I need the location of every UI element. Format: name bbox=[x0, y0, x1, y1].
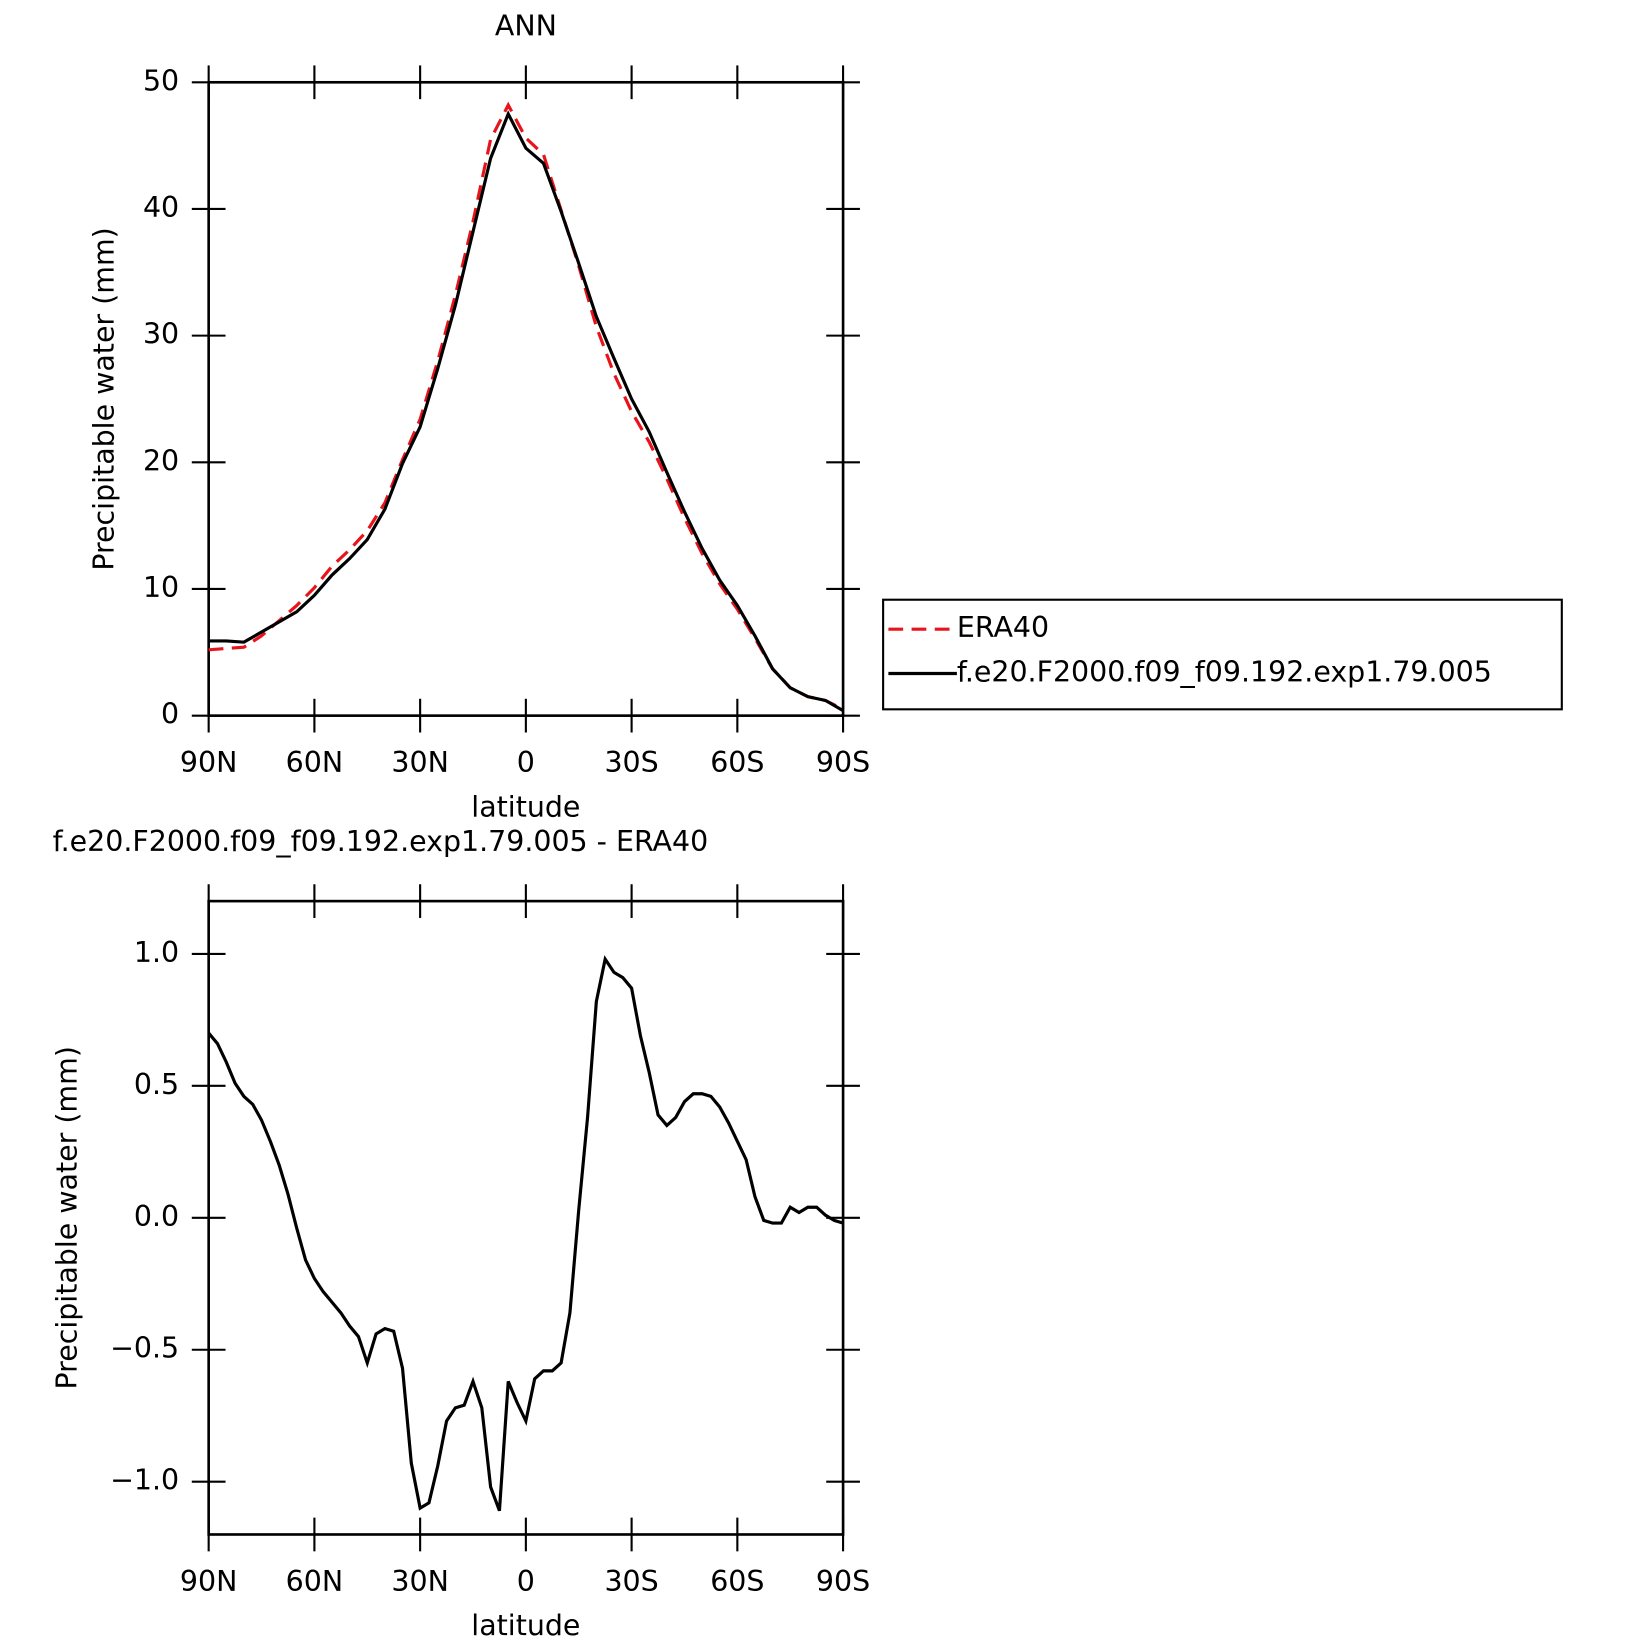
x-tick-label: 90N bbox=[180, 746, 237, 779]
x-tick-label: 0 bbox=[517, 1565, 535, 1598]
y-tick-label: 0.5 bbox=[134, 1068, 179, 1101]
x-tick-label: 60S bbox=[710, 746, 764, 779]
x-tick-label: 30N bbox=[391, 1565, 448, 1598]
y-tick-label: 0 bbox=[161, 698, 179, 731]
legend-box bbox=[882, 598, 1563, 711]
x-tick-label: 60N bbox=[286, 746, 343, 779]
legend-label: f.e20.F2000.f09_f09.192.exp1.79.005 bbox=[957, 655, 1492, 688]
y-tick-label: 30 bbox=[143, 318, 179, 351]
x-tick-label: 30S bbox=[604, 1565, 658, 1598]
chart-title: ANN bbox=[495, 9, 557, 42]
x-tick-label: 60N bbox=[286, 1565, 343, 1598]
y-tick-label: 50 bbox=[143, 64, 179, 97]
y-tick-label: 20 bbox=[143, 444, 179, 477]
x-axis-label: latitude bbox=[471, 790, 580, 823]
data-line bbox=[208, 110, 844, 712]
y-tick-label: 10 bbox=[143, 571, 179, 604]
data-line bbox=[207, 955, 844, 1512]
x-tick-label: 30S bbox=[604, 746, 658, 779]
x-tick-label: 90S bbox=[816, 746, 870, 779]
legend-label: ERA40 bbox=[957, 611, 1049, 644]
y-tick-label: −0.5 bbox=[110, 1332, 179, 1365]
x-axis-label: latitude bbox=[471, 1609, 580, 1641]
chart-title: f.e20.F2000.f09_f09.192.exp1.79.005 - ER… bbox=[53, 825, 709, 858]
x-tick-label: 60S bbox=[710, 1565, 764, 1598]
x-tick-label: 0 bbox=[517, 746, 535, 779]
x-tick-label: 30N bbox=[391, 746, 448, 779]
y-axis-label: Precipitable water (mm) bbox=[87, 227, 120, 570]
y-tick-label: 1.0 bbox=[134, 936, 179, 969]
y-tick-label: −1.0 bbox=[110, 1464, 179, 1497]
data-line bbox=[208, 101, 844, 711]
y-tick-label: 0.0 bbox=[134, 1200, 179, 1233]
y-axis-label: Precipitable water (mm) bbox=[50, 1046, 83, 1389]
x-tick-label: 90N bbox=[180, 1565, 237, 1598]
x-tick-label: 90S bbox=[816, 1565, 870, 1598]
y-tick-label: 40 bbox=[143, 191, 179, 224]
plot-frame bbox=[207, 899, 845, 1536]
